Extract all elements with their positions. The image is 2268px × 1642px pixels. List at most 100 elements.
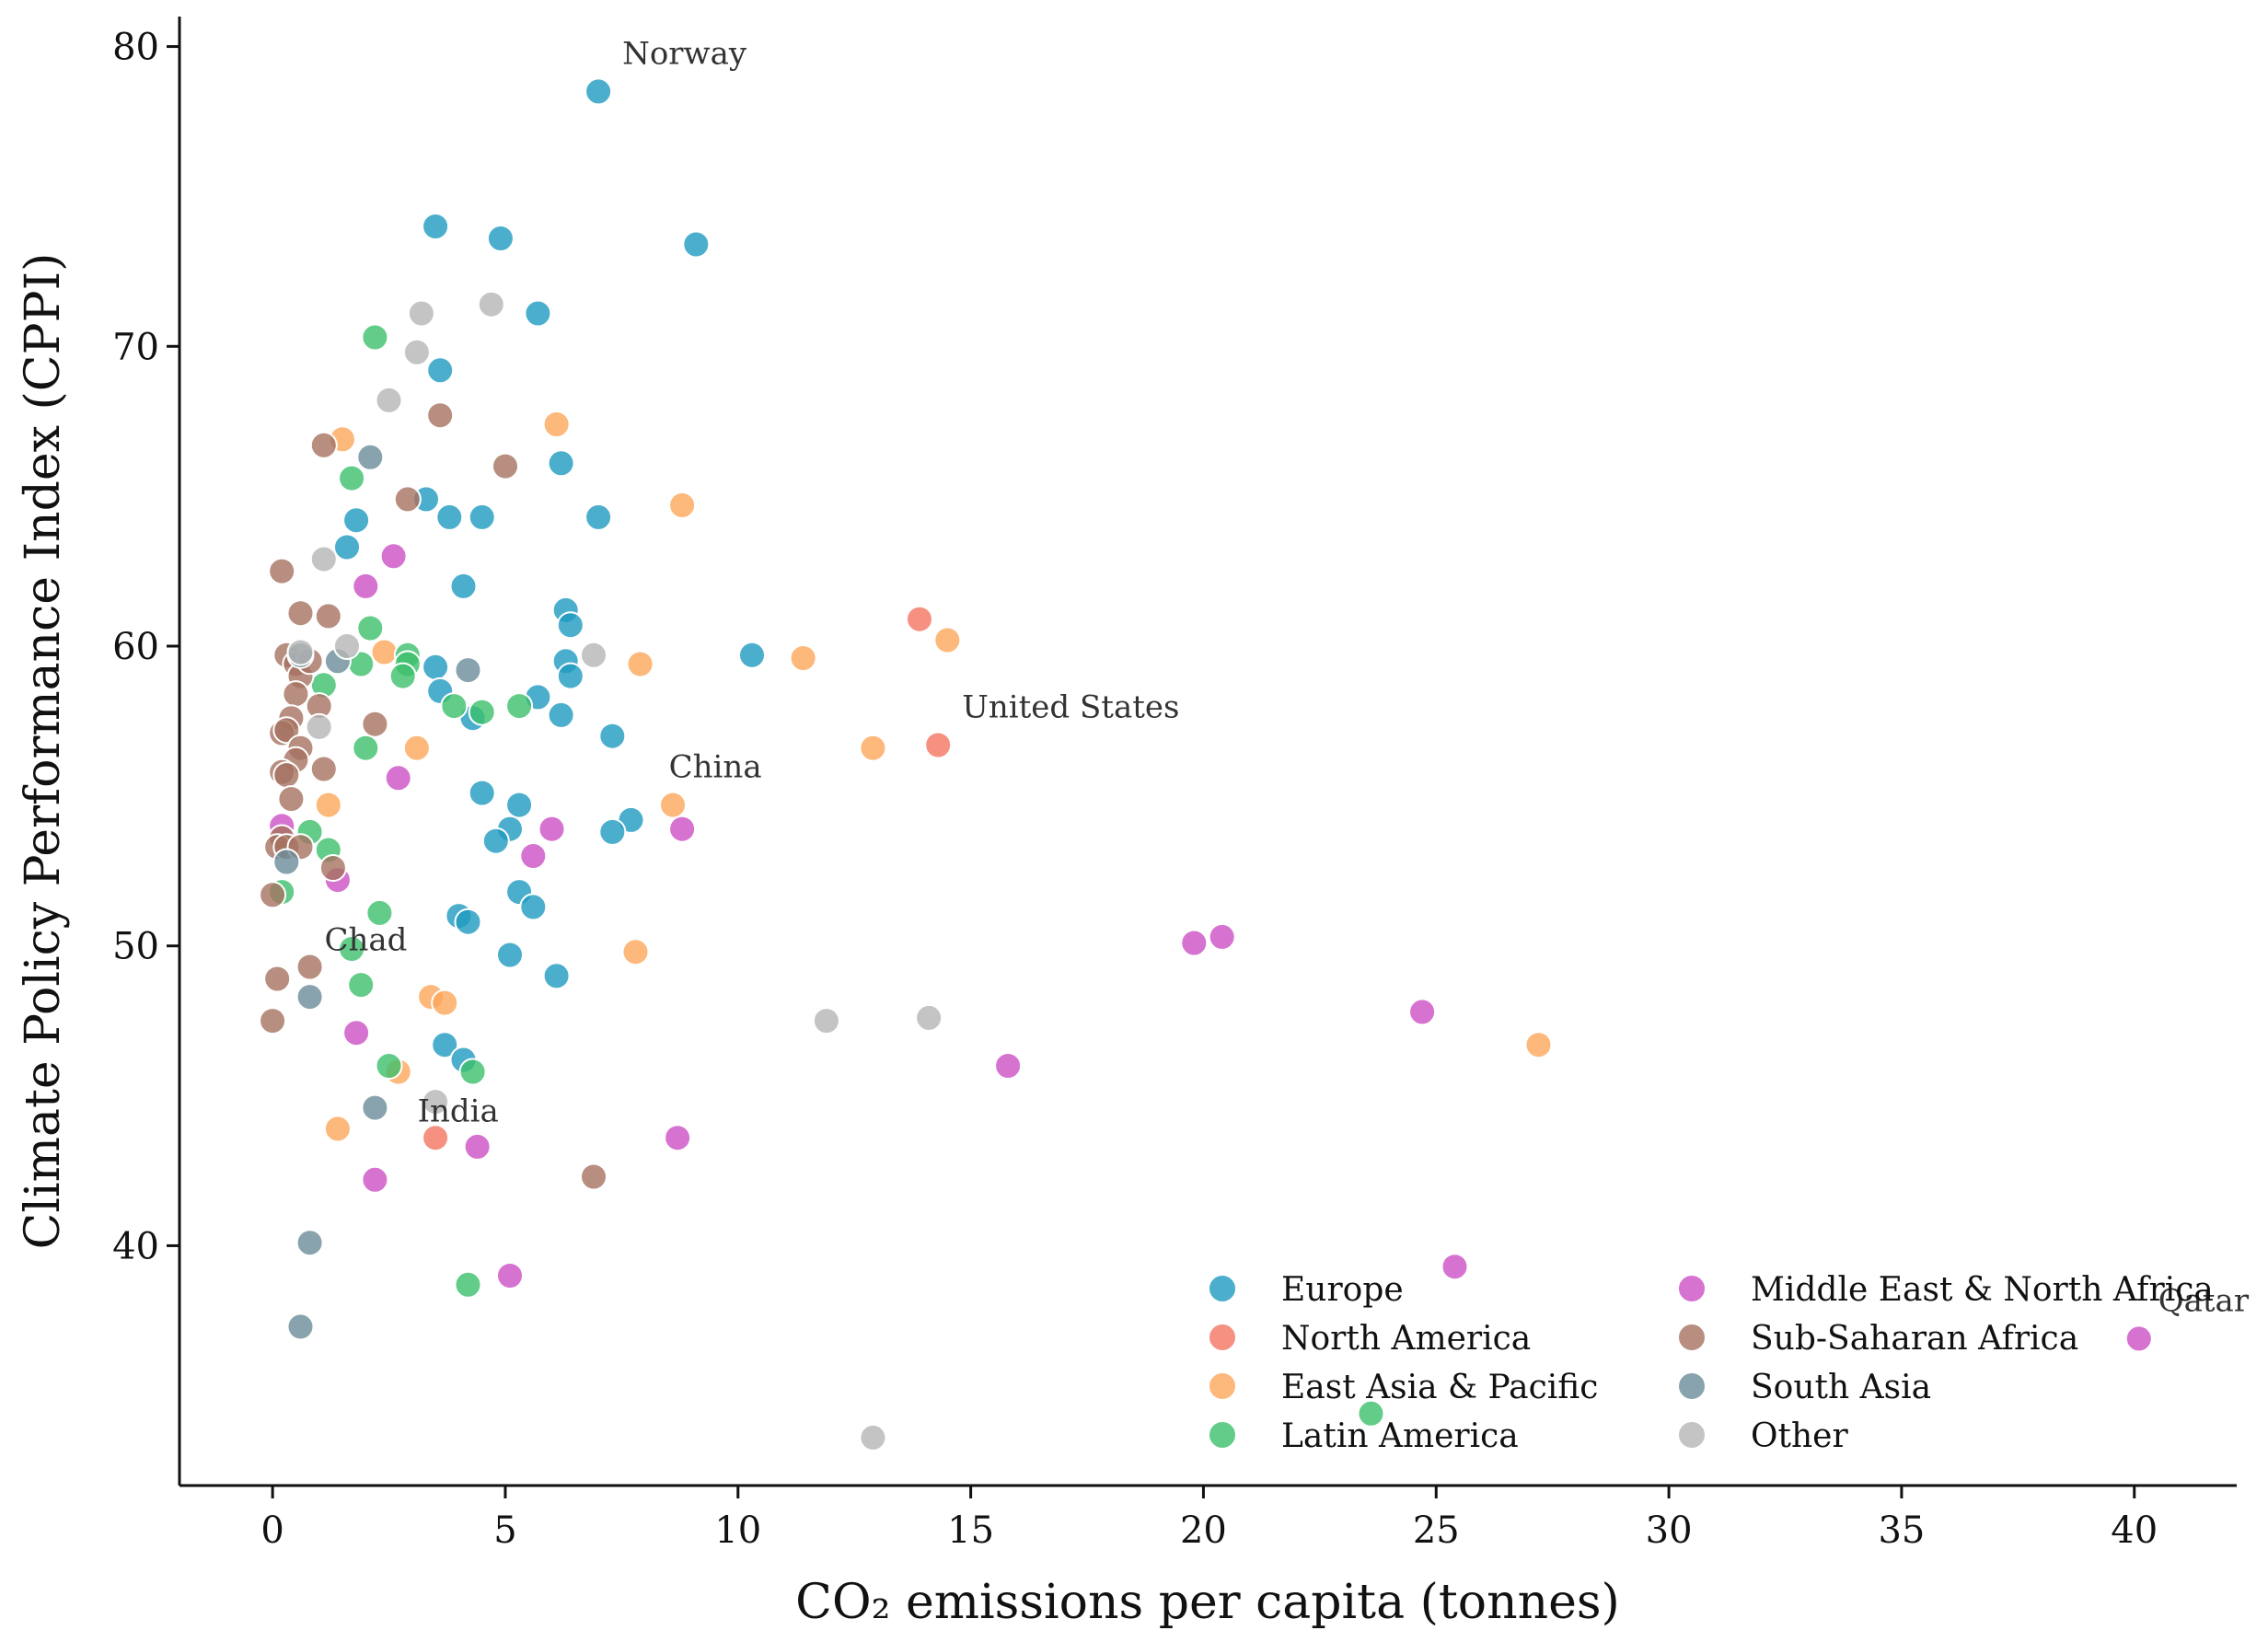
point-other <box>375 386 403 414</box>
point-europe <box>435 503 464 531</box>
x-axis-label: CO₂ emissions per capita (tonnes) <box>795 1575 1620 1630</box>
point-sub-saharan-africa <box>277 785 306 814</box>
legend-label-east-asia-pacific: East Asia & Pacific <box>1281 1369 1598 1406</box>
legend-label-other: Other <box>1751 1417 1848 1455</box>
point-east-asia-pacific <box>859 734 887 762</box>
annotation-chad: Chad <box>324 922 407 959</box>
point-sub-saharan-africa <box>272 761 301 790</box>
point-east-asia-pacific <box>1524 1031 1553 1059</box>
x-ticks: 0 5 10 15 20 25 30 35 40 <box>260 1486 2158 1552</box>
point-middle-east-north-africa <box>463 1132 492 1161</box>
point-sub-saharan-africa <box>263 965 292 993</box>
point-middle-east-north-africa <box>668 815 697 843</box>
point-latin-america <box>454 1270 482 1299</box>
point-latin-america <box>388 662 417 690</box>
point-europe <box>468 779 496 807</box>
point-latin-america <box>338 464 366 492</box>
x-tick-label: 25 <box>1413 1509 1460 1552</box>
point-south-asia <box>361 1093 389 1122</box>
point-other <box>402 338 431 366</box>
point-middle-east-north-africa <box>1441 1253 1469 1281</box>
point-south-asia <box>286 1312 315 1341</box>
point-east-asia-pacific <box>668 491 697 519</box>
point-middle-east-north-africa <box>664 1124 692 1152</box>
point-latin-america <box>356 614 385 642</box>
point-east-asia-pacific <box>626 650 654 678</box>
point-europe <box>598 722 627 750</box>
y-tick-label: 50 <box>112 926 159 968</box>
point-other <box>305 712 333 741</box>
x-tick-label: 10 <box>714 1509 761 1552</box>
point-europe <box>519 893 548 921</box>
point-latin-america <box>338 935 366 963</box>
point-other <box>477 290 505 318</box>
point-east-asia-pacific <box>621 938 650 966</box>
x-tick-label: 0 <box>260 1509 284 1552</box>
point-europe <box>738 641 766 669</box>
point-latin-america <box>440 692 469 721</box>
y-axis-label: Climate Policy Performance Index (CPPI) <box>16 253 71 1250</box>
point-europe <box>449 572 478 600</box>
legend-marker-europe <box>1208 1274 1237 1303</box>
annotation-india: India <box>418 1093 499 1130</box>
legend-label-europe: Europe <box>1281 1271 1404 1309</box>
legend-marker-south-asia <box>1677 1371 1707 1401</box>
point-south-asia <box>454 656 482 685</box>
point-europe <box>481 827 510 855</box>
point-east-asia-pacific <box>542 410 571 438</box>
axes <box>178 17 2237 1487</box>
point-europe <box>584 77 613 106</box>
point-latin-america <box>458 1058 487 1086</box>
legend-marker-north-america <box>1208 1323 1237 1352</box>
point-south-asia <box>272 848 301 876</box>
point-north-america <box>422 1124 450 1152</box>
point-europe <box>431 1031 459 1059</box>
point-middle-east-north-africa <box>1208 922 1236 951</box>
y-tick-label: 40 <box>112 1225 159 1267</box>
y-tick-label: 60 <box>112 626 159 668</box>
y-tick-label: 70 <box>112 326 159 368</box>
y-tick-label: 80 <box>112 27 159 69</box>
legend-marker-sub-saharan-africa <box>1677 1323 1707 1352</box>
point-other <box>407 299 435 328</box>
point-sub-saharan-africa <box>393 485 422 514</box>
point-sub-saharan-africa <box>314 602 342 630</box>
x-tick-label: 40 <box>2111 1509 2158 1552</box>
point-latin-america <box>352 734 380 762</box>
x-tick-label: 35 <box>1878 1509 1925 1552</box>
point-sub-saharan-africa <box>286 599 315 628</box>
point-other <box>812 1007 840 1035</box>
point-middle-east-north-africa <box>519 842 548 870</box>
point-sub-saharan-africa <box>309 431 338 459</box>
point-middle-east-north-africa <box>1408 998 1437 1026</box>
point-europe <box>524 299 552 328</box>
legend-label-north-america: North America <box>1281 1320 1531 1358</box>
point-europe <box>556 662 584 690</box>
point-europe <box>598 817 627 846</box>
point-other <box>580 641 608 669</box>
point-sub-saharan-africa <box>492 452 519 480</box>
point-latin-america <box>1357 1399 1385 1428</box>
x-tick-label: 15 <box>947 1509 994 1552</box>
point-south-asia <box>356 443 385 471</box>
point-middle-east-north-africa <box>384 764 412 792</box>
point-latin-america <box>361 323 389 352</box>
point-middle-east-north-africa <box>352 572 380 600</box>
point-europe <box>542 962 571 990</box>
point-other <box>915 1003 943 1032</box>
point-other <box>333 632 361 660</box>
legend-label-latin-america: Latin America <box>1281 1417 1519 1455</box>
point-europe <box>422 213 450 240</box>
point-middle-east-north-africa <box>538 815 566 843</box>
point-europe <box>547 449 575 478</box>
legend-label-sub-saharan-africa: Sub-Saharan Africa <box>1751 1320 2078 1358</box>
point-middle-east-north-africa <box>496 1262 524 1289</box>
point-other <box>422 1088 450 1116</box>
point-sub-saharan-africa <box>282 680 310 709</box>
point-middle-east-north-africa <box>994 1052 1023 1080</box>
point-europe <box>468 503 496 531</box>
legend-marker-latin-america <box>1208 1420 1237 1450</box>
plot-points <box>259 77 2153 1451</box>
point-latin-america <box>505 692 534 721</box>
